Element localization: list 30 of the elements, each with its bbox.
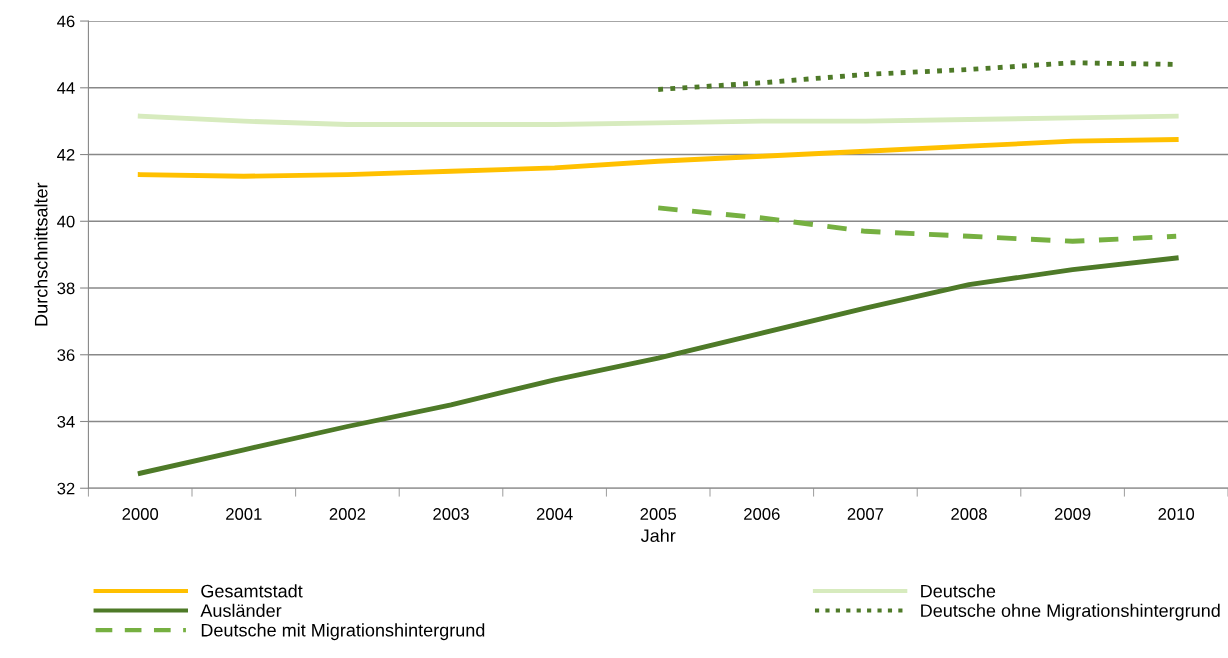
y-tick-label: 42 bbox=[57, 148, 75, 161]
x-tick-label: 2003 bbox=[433, 508, 469, 520]
x-tick-label: 2010 bbox=[1158, 508, 1195, 520]
x-tick-label: 2009 bbox=[1054, 508, 1091, 520]
line-series bbox=[137, 255, 1179, 476]
x-tick-label: 2000 bbox=[122, 508, 159, 520]
y-tick-label: 38 bbox=[57, 282, 75, 295]
y-tick-label: 32 bbox=[57, 482, 75, 495]
legend-label: Deutsche ohne Migrationshintergrund bbox=[921, 603, 1220, 621]
y-axis-title: Durchschnittsalter bbox=[34, 182, 48, 326]
line-series bbox=[655, 205, 1179, 244]
legend-label: Deutsche bbox=[921, 584, 996, 598]
y-tick-label: 36 bbox=[57, 349, 75, 361]
x-tick-label: 2002 bbox=[329, 508, 366, 520]
x-tick-label: 2001 bbox=[226, 508, 262, 520]
x-tick-label: 2005 bbox=[640, 508, 677, 520]
legend-label: Deutsche mit Migrationshintergrund bbox=[201, 623, 485, 641]
y-tick-label: 46 bbox=[57, 15, 75, 28]
line-series bbox=[137, 137, 1179, 179]
x-tick-label: 2008 bbox=[951, 508, 987, 520]
legend-label: Ausländer bbox=[200, 603, 282, 618]
x-axis-title: Jahr bbox=[640, 528, 676, 543]
x-tick-label: 2006 bbox=[744, 508, 780, 520]
y-tick-label: 40 bbox=[57, 215, 75, 228]
line-series bbox=[137, 113, 1179, 127]
x-tick-label: 2007 bbox=[847, 508, 884, 520]
x-tick-label: 2004 bbox=[536, 508, 573, 520]
legend-label: Gesamtstadt bbox=[201, 584, 303, 598]
y-tick-label: 34 bbox=[57, 415, 75, 428]
y-tick-label: 44 bbox=[57, 82, 75, 94]
